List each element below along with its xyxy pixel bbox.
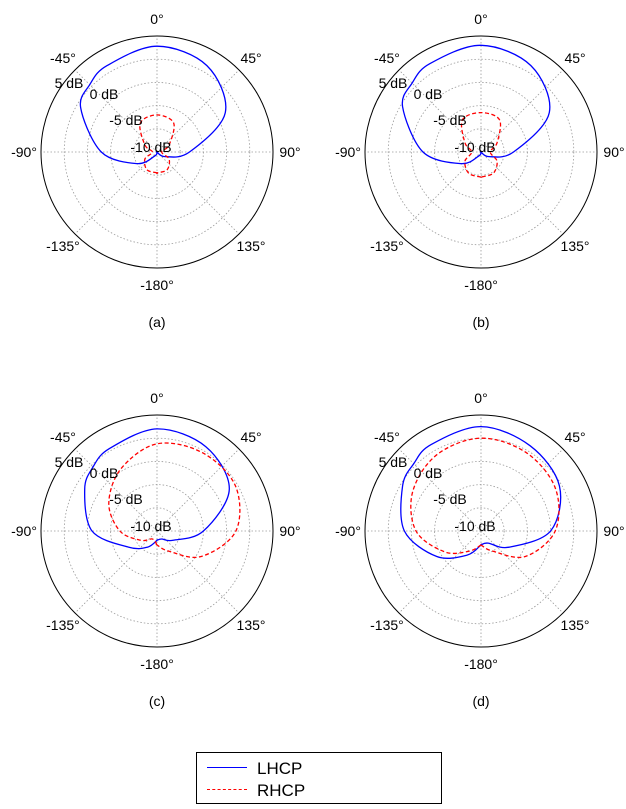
angle-tick-label: 90°: [279, 144, 300, 160]
legend-label-rhcp: RHCP: [257, 781, 306, 800]
angle-tick-label: 0°: [150, 11, 163, 27]
outer-ring: [40, 35, 274, 269]
caption-c: (c): [148, 693, 166, 709]
angle-tick-label: -90°: [11, 523, 37, 539]
grid-ring: [387, 58, 575, 246]
legend-item-lhcp: LHCP: [197, 757, 441, 779]
legend-label-lhcp: LHCP: [257, 759, 303, 778]
angle-tick-label: -90°: [11, 144, 37, 160]
radial-tick-label: 0 dB: [414, 86, 443, 102]
angle-tick-label: 45°: [564, 429, 585, 445]
angle-tick-label: 45°: [240, 50, 261, 66]
grid-ring: [63, 58, 251, 246]
angle-tick-label: -45°: [374, 50, 400, 66]
angle-tick-label: -135°: [46, 617, 80, 633]
legend-swatch-rhcp: [207, 789, 247, 790]
series-rhcp: [139, 114, 175, 174]
angle-tick-label: -135°: [370, 238, 404, 254]
angle-tick-label: -180°: [464, 656, 498, 672]
angle-tick-label: -90°: [335, 144, 361, 160]
grid-ring: [387, 437, 575, 625]
angle-tick-label: -135°: [46, 238, 80, 254]
grid-ring: [457, 128, 505, 176]
radial-tick-label: 5 dB: [55, 75, 84, 91]
caption-b: (b): [472, 314, 490, 330]
angle-tick-label: 0°: [474, 11, 487, 27]
caption-d: (d): [472, 693, 490, 709]
angle-tick-label: 135°: [237, 238, 266, 254]
angle-tick-label: 90°: [279, 523, 300, 539]
series-rhcp: [460, 111, 502, 179]
radial-tick-label: -5 dB: [433, 112, 466, 128]
radial-tick-label: -10 dB: [454, 518, 495, 534]
angle-tick-label: -45°: [50, 429, 76, 445]
legend: LHCP RHCP: [196, 752, 442, 804]
angle-tick-label: 90°: [603, 144, 624, 160]
grid-ring: [133, 128, 181, 176]
angle-tick-label: -45°: [374, 429, 400, 445]
series-rhcp: [108, 442, 241, 559]
angle-tick-label: 0°: [474, 390, 487, 406]
outer-ring: [364, 414, 598, 648]
legend-item-rhcp: RHCP: [197, 779, 441, 801]
radial-tick-label: 5 dB: [55, 454, 84, 470]
angle-tick-label: -90°: [335, 523, 361, 539]
grid-ring: [410, 82, 551, 222]
radial-tick-label: 0 dB: [90, 86, 119, 102]
radial-tick-label: 5 dB: [379, 454, 408, 470]
grid-ring: [133, 507, 181, 555]
angle-tick-label: -180°: [140, 656, 174, 672]
series-lhcp: [84, 428, 230, 550]
angle-tick-label: 135°: [561, 238, 590, 254]
radial-tick-label: 5 dB: [379, 75, 408, 91]
radial-tick-label: -5 dB: [433, 491, 466, 507]
angle-tick-label: -180°: [140, 277, 174, 293]
angle-tick-label: -45°: [50, 50, 76, 66]
grid-spoke: [398, 530, 482, 614]
radial-tick-label: -5 dB: [109, 491, 142, 507]
radial-tick-label: 0 dB: [414, 465, 443, 481]
radial-tick-label: -10 dB: [454, 139, 495, 155]
grid-ring: [457, 507, 505, 555]
angle-tick-label: 90°: [603, 523, 624, 539]
series-rhcp: [410, 437, 560, 559]
angle-tick-label: 135°: [561, 617, 590, 633]
angle-tick-label: 0°: [150, 390, 163, 406]
series-lhcp: [79, 45, 227, 165]
series-lhcp: [401, 44, 551, 165]
angle-tick-label: 45°: [564, 50, 585, 66]
radial-tick-label: -5 dB: [109, 112, 142, 128]
angle-tick-label: -135°: [370, 617, 404, 633]
angle-tick-label: 45°: [240, 429, 261, 445]
outer-ring: [364, 35, 598, 269]
grid-ring: [63, 437, 251, 625]
angle-tick-label: 135°: [237, 617, 266, 633]
grid-ring: [87, 460, 227, 601]
radial-tick-label: -10 dB: [130, 518, 171, 534]
radial-tick-label: -10 dB: [130, 139, 171, 155]
outer-ring: [40, 414, 274, 648]
angle-tick-label: -180°: [464, 277, 498, 293]
grid-ring: [87, 82, 227, 222]
legend-swatch-lhcp: [207, 767, 247, 768]
caption-a: (a): [148, 314, 166, 330]
grid-spoke: [480, 530, 564, 614]
series-lhcp: [400, 425, 562, 559]
radial-tick-label: 0 dB: [90, 465, 119, 481]
